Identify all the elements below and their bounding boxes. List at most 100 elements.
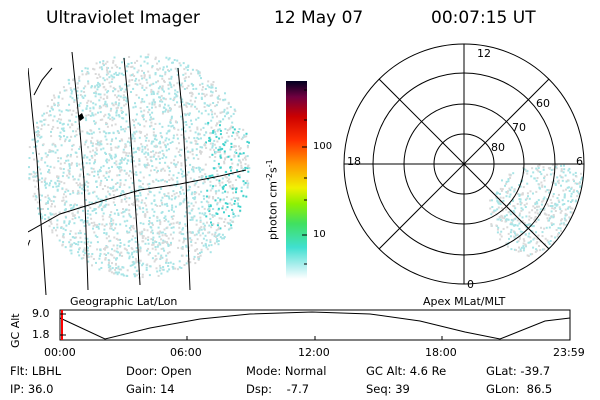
emission-speck: [112, 194, 115, 197]
emission-speck: [209, 148, 212, 151]
emission-speck: [57, 185, 60, 188]
emission-speck: [223, 110, 226, 113]
emission-speck: [73, 101, 76, 103]
emission-speck: [81, 130, 84, 133]
emission-speck: [201, 168, 204, 171]
polar-emission-speck: [505, 191, 508, 194]
emission-speck: [181, 100, 184, 103]
emission-speck: [138, 96, 140, 99]
emission-speck: [159, 140, 161, 143]
emission-speck: [164, 234, 167, 237]
emission-speck: [167, 124, 170, 127]
polar-emission-speck: [512, 172, 515, 175]
emission-speck: [199, 216, 202, 219]
polar-emission-speck: [548, 167, 551, 170]
emission-speck: [33, 145, 36, 148]
emission-speck: [180, 267, 183, 269]
emission-speck: [233, 154, 236, 157]
info-seq: Seq: 39: [366, 382, 410, 396]
emission-speck: [161, 85, 164, 88]
emission-speck: [167, 192, 170, 195]
emission-speck: [142, 235, 145, 238]
emission-speck: [136, 213, 139, 216]
polar-emission-speck: [506, 192, 509, 195]
emission-speck: [47, 170, 50, 173]
emission-speck: [178, 260, 181, 263]
emission-speck: [143, 71, 145, 74]
emission-speck: [197, 231, 200, 234]
emission-speck: [56, 175, 59, 178]
emission-speck: [157, 90, 160, 93]
polar-emission-speck: [497, 218, 500, 221]
emission-speck: [155, 178, 158, 181]
emission-speck: [69, 95, 72, 98]
emission-speck: [245, 195, 248, 198]
emission-speck: [189, 151, 192, 154]
emission-speck: [54, 145, 57, 148]
emission-speck: [156, 92, 159, 95]
polar-emission-speck: [541, 231, 544, 234]
emission-speck: [112, 86, 115, 89]
emission-speck: [124, 146, 126, 149]
emission-speck: [191, 191, 194, 194]
emission-speck: [179, 64, 182, 67]
emission-speck: [161, 234, 164, 237]
emission-speck: [54, 212, 57, 215]
polar-emission-speck: [509, 213, 512, 216]
emission-speck: [165, 235, 168, 237]
emission-speck: [105, 223, 108, 226]
emission-speck: [75, 133, 78, 136]
emission-speck: [105, 197, 108, 200]
polar-emission-speck: [565, 213, 568, 216]
emission-speck: [87, 99, 90, 102]
polar-emission-speck: [580, 230, 582, 233]
emission-speck: [78, 186, 81, 189]
emission-speck: [126, 85, 129, 87]
emission-speck: [246, 144, 249, 147]
polar-emission-speck: [554, 183, 557, 186]
polar-emission-speck: [568, 190, 571, 192]
polar-emission-speck: [587, 185, 589, 187]
emission-speck: [207, 121, 210, 124]
emission-speck: [36, 201, 39, 204]
emission-speck: [87, 146, 90, 149]
polar-emission-speck: [563, 164, 565, 167]
polar-emission-speck: [535, 242, 538, 245]
emission-speck: [208, 137, 211, 139]
polar-emission-speck: [551, 207, 554, 210]
polar-emission-speck: [547, 251, 550, 254]
polar-emission-speck: [552, 223, 555, 226]
emission-speck: [239, 161, 242, 164]
emission-speck: [221, 177, 224, 180]
polar-emission-speck: [558, 249, 561, 252]
emission-speck: [190, 244, 193, 247]
emission-speck: [168, 57, 171, 60]
emission-speck: [118, 165, 121, 168]
emission-speck: [206, 221, 208, 224]
emission-speck: [123, 183, 126, 186]
emission-speck: [171, 237, 174, 240]
emission-speck: [230, 115, 233, 118]
emission-speck: [95, 200, 98, 203]
emission-speck: [209, 239, 212, 242]
emission-speck: [232, 196, 235, 199]
emission-speck: [204, 242, 207, 245]
emission-speck: [193, 178, 196, 181]
polar-emission-speck: [512, 218, 515, 221]
polar-emission-speck: [576, 190, 579, 193]
emission-speck: [95, 147, 98, 150]
emission-speck: [100, 203, 102, 206]
emission-speck: [130, 155, 133, 158]
emission-speck: [161, 77, 164, 80]
timeline-xtick-0600: 06:00: [170, 346, 202, 359]
emission-speck: [203, 224, 206, 227]
polar-emission-speck: [518, 212, 521, 215]
polar-emission-speck: [501, 188, 504, 191]
emission-speck: [153, 145, 156, 148]
emission-speck: [65, 109, 68, 112]
emission-speck: [75, 111, 78, 114]
emission-speck: [180, 232, 183, 235]
emission-speck: [236, 202, 239, 205]
polar-emission-speck: [527, 195, 529, 198]
emission-speck: [66, 174, 69, 177]
